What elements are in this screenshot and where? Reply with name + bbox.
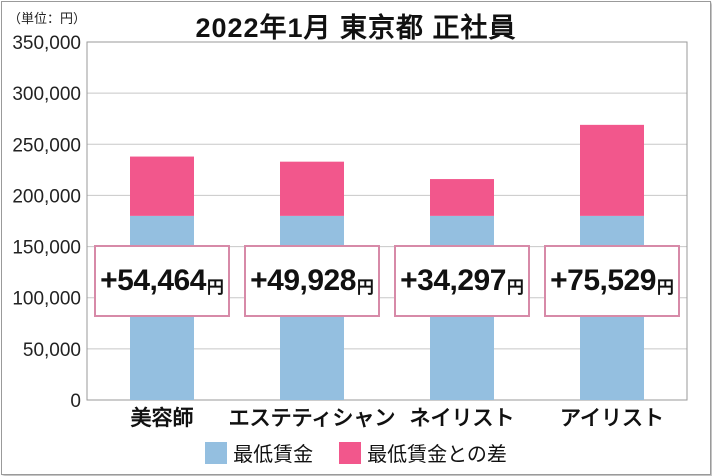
y-tick-label: 200,000 xyxy=(12,186,81,207)
bar-diff xyxy=(280,161,344,216)
category-label: エステティシャン xyxy=(229,407,396,430)
difference-value: +34,297 xyxy=(400,264,506,297)
difference-value: +75,529 xyxy=(550,264,656,297)
y-tick-label: 350,000 xyxy=(12,33,81,54)
legend-swatch-diff xyxy=(339,441,362,464)
bar-diff xyxy=(430,179,494,216)
y-tick-label: 300,000 xyxy=(12,84,81,105)
difference-unit: 円 xyxy=(356,277,374,297)
y-tick-label: 250,000 xyxy=(12,135,81,156)
y-tick-label: 100,000 xyxy=(12,289,81,310)
unit-label: （単位：円） xyxy=(8,11,87,26)
category-label: アイリスト xyxy=(560,407,664,430)
legend-swatch-base xyxy=(205,441,228,464)
difference-value: +49,928 xyxy=(250,264,356,297)
difference-label-box: +54,464 円 xyxy=(94,245,230,317)
difference-value: +54,464 xyxy=(100,264,206,297)
bar-diff xyxy=(580,124,644,216)
difference-unit: 円 xyxy=(506,277,524,297)
y-tick-label: 0 xyxy=(70,391,81,412)
difference-label-box: +75,529 円 xyxy=(544,245,680,317)
legend-label-diff: 最低賃金との差 xyxy=(367,444,507,466)
category-label: 美容師 xyxy=(131,406,194,430)
plot-area-border xyxy=(86,41,688,401)
difference-label-box: +34,297 円 xyxy=(394,245,530,317)
legend: 最低賃金 最低賃金との差 xyxy=(0,438,712,467)
difference-unit: 円 xyxy=(656,277,674,297)
legend-item-diff: 最低賃金との差 xyxy=(339,438,507,467)
y-tick-label: 150,000 xyxy=(12,238,81,259)
chart-title: 2022年1月 東京都 正社員 xyxy=(195,13,517,43)
y-tick-label: 50,000 xyxy=(23,340,81,361)
legend-item-base: 最低賃金 xyxy=(205,438,313,467)
difference-unit: 円 xyxy=(206,277,224,297)
difference-label-box: +49,928 円 xyxy=(244,245,380,317)
category-label: ネイリスト xyxy=(410,407,515,430)
bar-diff xyxy=(130,156,194,216)
legend-label-base: 最低賃金 xyxy=(233,444,314,466)
